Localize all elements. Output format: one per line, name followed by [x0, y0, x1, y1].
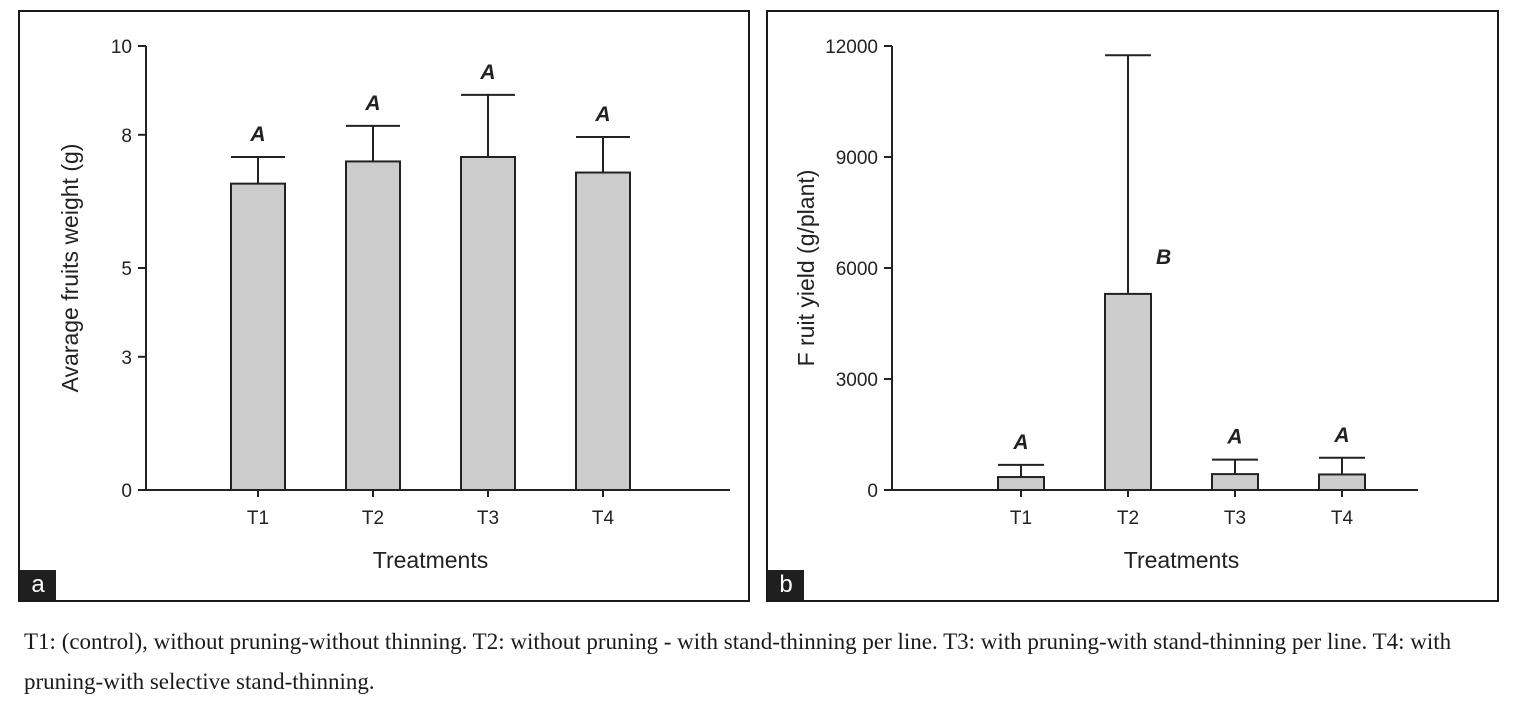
- y-tick-label: 3: [121, 348, 132, 369]
- x-tick-label: T2: [1117, 508, 1139, 529]
- bar-t4: [1318, 473, 1366, 491]
- bar-t1: [997, 476, 1045, 491]
- significance-letter: A: [1226, 426, 1242, 449]
- chart-panel-b: 0 3000 6000 9000 12000 F ruit yield (g/plant)…: [766, 10, 1499, 602]
- bar-t4: [575, 171, 631, 491]
- chart-a-svg: 0 3 5 8 10 Avarage fruits weight (g) A T1 A T2 A T3…: [57, 37, 730, 573]
- x-tick-label: T1: [1010, 508, 1032, 529]
- x-axis-label: Treatments: [1124, 547, 1239, 573]
- x-tick-label: T4: [1331, 508, 1354, 529]
- significance-letter: A: [1012, 431, 1028, 454]
- bar-t2: [345, 160, 401, 491]
- x-tick-label: T2: [362, 508, 384, 529]
- y-tick-label: 8: [121, 126, 132, 147]
- significance-letter: A: [594, 103, 610, 126]
- significance-letter: A: [249, 123, 265, 146]
- y-axis-label: F ruit yield (g/plant): [793, 170, 819, 367]
- x-tick-label: T3: [1224, 508, 1246, 529]
- significance-letter: A: [364, 92, 380, 115]
- bar-t3: [1211, 473, 1259, 491]
- y-tick-label: 6000: [836, 259, 878, 280]
- y-tick-label: 3000: [836, 370, 878, 391]
- significance-letter: A: [479, 61, 495, 84]
- y-tick-label: 12000: [825, 37, 878, 58]
- y-tick-label: 10: [111, 37, 132, 58]
- x-axis-label: Treatments: [373, 547, 488, 573]
- bar-t3: [460, 156, 516, 491]
- figure-caption: T1: (control), without pruning-without t…: [24, 629, 1452, 694]
- bar-t1: [230, 182, 286, 491]
- x-tick-label: T3: [477, 508, 499, 529]
- y-tick-label: 0: [121, 481, 132, 502]
- chart-panel-a: 0 3 5 8 10 Avarage fruits weight (g) A T1 A T2 A T3…: [18, 10, 750, 602]
- x-tick-label: T4: [592, 508, 615, 529]
- y-axis-label: Avarage fruits weight (g): [57, 144, 83, 393]
- bar-t2: [1104, 292, 1152, 491]
- significance-letter: B: [1156, 246, 1171, 269]
- chart-b-svg: 0 3000 6000 9000 12000 F ruit yield (g/plant)…: [793, 37, 1418, 573]
- y-tick-label: 5: [121, 259, 132, 280]
- y-tick-label: 0: [867, 481, 878, 502]
- x-tick-label: T1: [247, 508, 269, 529]
- panel-label-b: b: [768, 570, 804, 600]
- y-tick-label: 9000: [836, 148, 878, 169]
- panel-label-a: a: [20, 570, 56, 600]
- significance-letter: A: [1333, 424, 1349, 447]
